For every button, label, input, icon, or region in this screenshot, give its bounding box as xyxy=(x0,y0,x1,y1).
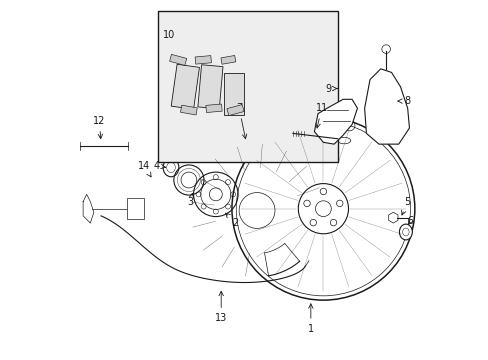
Text: 7: 7 xyxy=(236,103,246,139)
FancyBboxPatch shape xyxy=(169,54,186,66)
Text: 11: 11 xyxy=(315,103,327,128)
FancyBboxPatch shape xyxy=(205,104,222,113)
Text: 9: 9 xyxy=(325,84,337,94)
Ellipse shape xyxy=(399,224,411,240)
Text: 8: 8 xyxy=(397,96,410,106)
Text: 14: 14 xyxy=(138,161,151,177)
Text: 6: 6 xyxy=(407,216,412,226)
FancyBboxPatch shape xyxy=(195,55,211,64)
Text: 4: 4 xyxy=(153,161,165,171)
Bar xyxy=(158,12,337,162)
Text: 2: 2 xyxy=(225,213,238,228)
Text: 10: 10 xyxy=(163,30,175,40)
FancyBboxPatch shape xyxy=(226,104,244,116)
Polygon shape xyxy=(314,99,357,144)
FancyBboxPatch shape xyxy=(198,65,223,109)
FancyBboxPatch shape xyxy=(171,64,199,109)
Text: 1: 1 xyxy=(307,304,313,334)
FancyBboxPatch shape xyxy=(223,73,244,115)
Text: 13: 13 xyxy=(215,291,227,323)
FancyBboxPatch shape xyxy=(126,198,143,219)
Text: 3: 3 xyxy=(187,193,193,207)
Polygon shape xyxy=(388,212,397,223)
Ellipse shape xyxy=(337,137,350,144)
Text: 5: 5 xyxy=(401,197,410,215)
FancyBboxPatch shape xyxy=(221,55,235,64)
Text: 12: 12 xyxy=(93,116,105,139)
FancyBboxPatch shape xyxy=(180,105,197,115)
Polygon shape xyxy=(364,69,408,144)
